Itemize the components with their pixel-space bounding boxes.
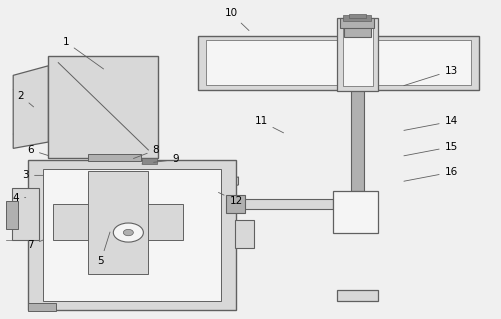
Text: 5: 5 (97, 232, 110, 266)
Bar (225, 196, 244, 213)
PathPatch shape (111, 158, 238, 190)
Text: 3: 3 (23, 170, 43, 180)
Text: 8: 8 (133, 145, 159, 159)
Bar (340, 18, 373, 28)
Text: 1: 1 (62, 37, 103, 69)
Bar (43, 169, 220, 301)
Circle shape (113, 223, 143, 242)
Bar (350, 80, 363, 191)
Bar (342, 15, 370, 21)
Bar (337, 290, 377, 301)
Polygon shape (238, 199, 332, 209)
Text: 9: 9 (153, 154, 179, 165)
Text: 13: 13 (403, 66, 457, 85)
Bar (53, 204, 183, 241)
Bar (205, 41, 470, 85)
Circle shape (123, 229, 133, 236)
Bar (234, 220, 254, 249)
Text: 6: 6 (28, 145, 48, 155)
Text: 12: 12 (218, 192, 242, 206)
Bar (337, 18, 377, 91)
Bar (142, 158, 157, 164)
Bar (88, 171, 148, 274)
Text: 11: 11 (254, 116, 283, 133)
Text: 15: 15 (403, 142, 457, 156)
Bar (28, 303, 56, 311)
Bar (342, 23, 372, 86)
Bar (332, 191, 377, 233)
Bar (28, 160, 235, 310)
Bar (12, 188, 39, 241)
Bar (348, 14, 365, 18)
Text: 16: 16 (403, 167, 457, 181)
Bar (343, 20, 370, 37)
Bar (6, 201, 18, 229)
Polygon shape (13, 66, 48, 148)
Bar (88, 154, 141, 161)
Text: 4: 4 (13, 193, 26, 203)
Polygon shape (48, 56, 158, 158)
Text: 2: 2 (18, 91, 34, 107)
Bar (198, 36, 478, 90)
Text: 14: 14 (403, 116, 457, 130)
Text: 10: 10 (224, 8, 248, 31)
Text: 7: 7 (28, 240, 43, 250)
